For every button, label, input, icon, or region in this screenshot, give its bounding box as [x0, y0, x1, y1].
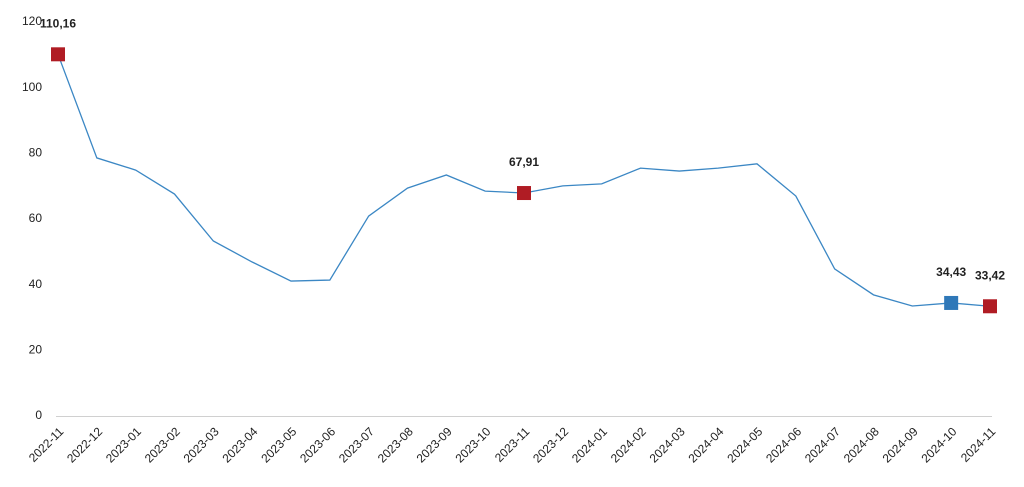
value-label: 110,16 [40, 16, 76, 30]
x-tick-label: 2023-02 [142, 424, 183, 465]
x-tick-label: 2023-03 [181, 424, 222, 465]
x-tick-label: 2024-06 [763, 424, 804, 465]
line [57, 54, 991, 307]
x-tick-label: 2024-08 [841, 424, 882, 465]
x-tick-label: 2024-07 [802, 424, 843, 465]
x-tick-label: 2023-07 [336, 424, 377, 465]
x-tick-label: 2023-01 [103, 424, 144, 465]
value-label: 33,42 [975, 268, 1005, 282]
value-label: 67,91 [509, 155, 539, 169]
marker [51, 47, 65, 62]
x-tick-label: 2024-01 [569, 424, 610, 465]
x-tick-label: 2023-06 [297, 424, 338, 465]
y-tick-label: 80 [29, 146, 43, 160]
x-tick-label: 2024-02 [608, 424, 649, 465]
x-tick-label: 2024-10 [918, 424, 959, 465]
x-tick-label: 2024-11 [958, 424, 999, 465]
y-tick-label: 100 [22, 80, 42, 94]
x-tick-label: 2022-12 [64, 424, 105, 465]
y-tick-label: 60 [29, 211, 43, 225]
marker [944, 295, 959, 310]
x-tick-label: 2023-04 [219, 424, 260, 465]
y-tick-label: 0 [35, 408, 42, 422]
x-tick-label: 2023-11 [492, 424, 533, 465]
x-tick-label: 2024-09 [880, 424, 921, 465]
marker [517, 186, 531, 201]
marker [983, 299, 997, 314]
x-tick-label: 2024-04 [685, 424, 726, 465]
x-tick-label: 2023-05 [258, 424, 299, 465]
y-tick-label: 20 [29, 343, 43, 357]
x-tick-label: 2024-05 [724, 424, 765, 465]
x-tick-label: 2023-10 [452, 424, 493, 465]
y-tick-label: 40 [29, 277, 43, 291]
value-label: 34,43 [936, 265, 966, 279]
y-tick-label: 120 [22, 14, 42, 28]
x-tick-label: 2024-03 [647, 424, 688, 465]
x-tick-label: 2023-12 [530, 424, 571, 465]
x-tick-label: 2023-08 [375, 424, 416, 465]
x-tick-label: 2022-11 [26, 424, 67, 465]
x-tick-label: 2023-09 [414, 424, 455, 465]
